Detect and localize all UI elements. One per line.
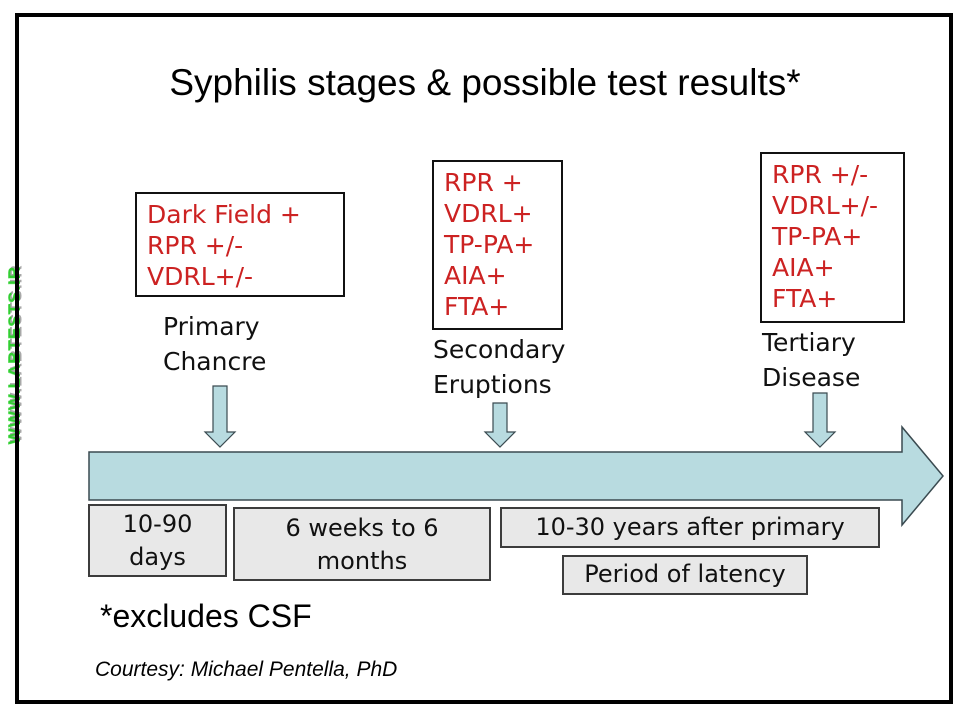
footnote-excludes-csf: *excludes CSF [100,598,312,634]
duration-line: Period of latency [584,560,786,588]
stage-label-line: Primary [163,312,260,341]
duration-line: days [129,543,186,571]
test-result-line: FTA+ [444,292,510,321]
stage-label-secondary: Secondary Eruptions [433,332,565,402]
test-result-line: VDRL+ [444,199,533,228]
test-result-line: RPR +/- [772,160,869,189]
timeline-arrow-icon [88,424,944,528]
down-arrow-primary-icon [203,385,237,448]
duration-box-tertiary: 10-30 years after primary [500,507,880,548]
test-result-line: VDRL+/- [772,191,879,220]
down-arrow-secondary-icon [483,402,517,448]
duration-line: 6 weeks to 6 [285,514,439,542]
test-result-line: Dark Field + [147,200,301,229]
credit-line: Courtesy: Michael Pentella, PhD [95,658,398,681]
duration-box-latency: Period of latency [562,555,808,595]
duration-box-primary: 10-90 days [88,504,227,577]
test-results-box-tertiary: RPR +/- VDRL+/- TP-PA+ AIA+ FTA+ [760,152,905,323]
stage-label-line: Secondary [433,335,566,364]
duration-line: 10-90 [122,510,193,538]
stage-label-line: Chancre [163,347,267,376]
test-result-line: VDRL+/- [147,262,254,291]
stage-label-line: Tertiary [762,328,856,357]
test-result-line: FTA+ [772,284,838,313]
test-result-line: RPR + [444,168,523,197]
duration-box-secondary: 6 weeks to 6 months [233,507,491,581]
test-result-line: AIA+ [772,253,835,282]
test-results-box-secondary: RPR + VDRL+ TP-PA+ AIA+ FTA+ [432,160,563,330]
stage-label-tertiary: Tertiary Disease [762,325,860,395]
duration-line: 10-30 years after primary [535,513,845,541]
stage-label-line: Disease [762,363,861,392]
slide-border [15,13,953,704]
test-result-line: TP-PA+ [444,230,535,259]
test-result-line: TP-PA+ [772,222,863,251]
test-result-line: AIA+ [444,261,507,290]
test-result-line: RPR +/- [147,231,244,260]
slide-title: Syphilis stages & possible test results* [169,62,801,103]
duration-line: months [316,547,408,575]
test-results-box-primary: Dark Field + RPR +/- VDRL+/- [135,192,345,297]
stage-label-primary: Primary Chancre [163,309,266,379]
down-arrow-tertiary-icon [803,392,837,448]
stage-label-line: Eruptions [433,370,552,399]
